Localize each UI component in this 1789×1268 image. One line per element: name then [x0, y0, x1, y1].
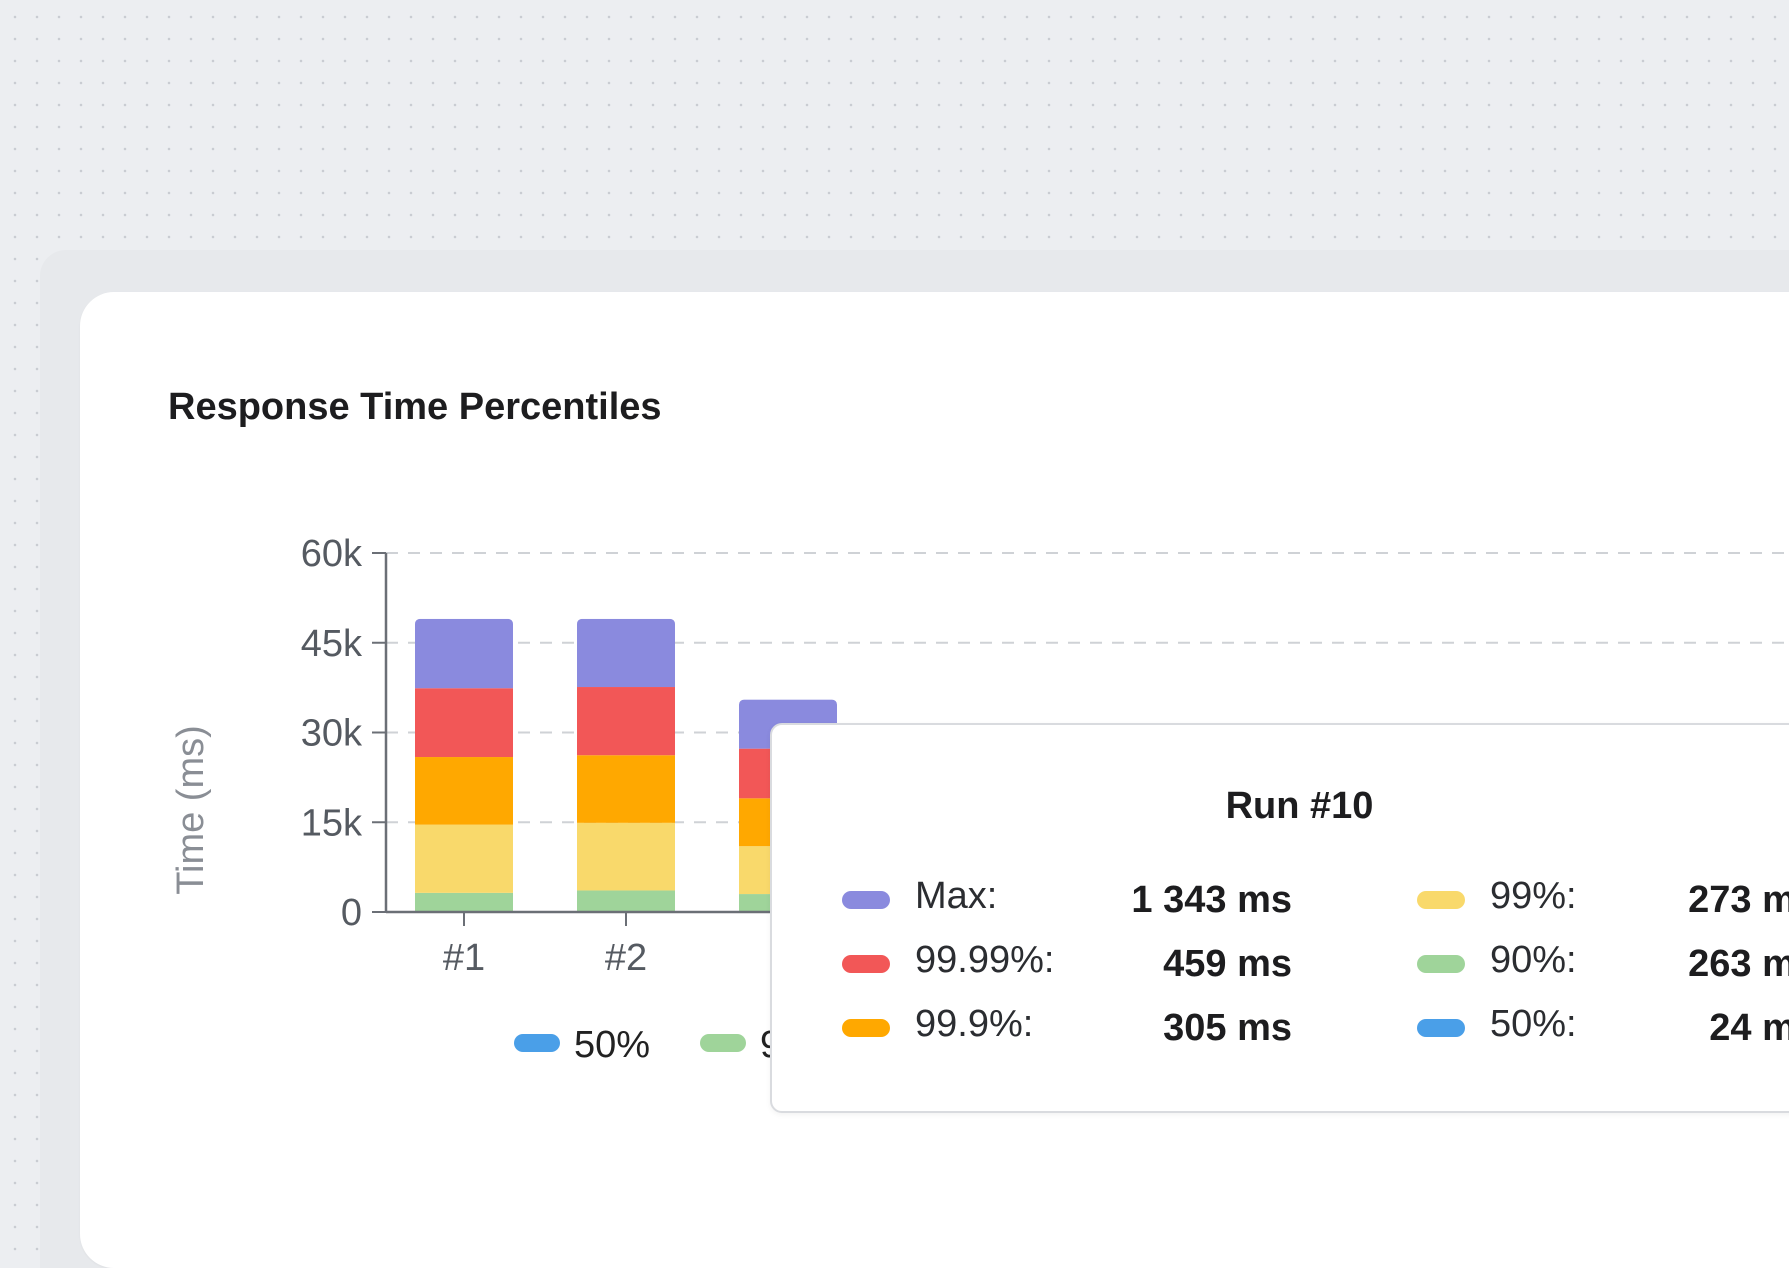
y-tick-label: 30k	[301, 713, 363, 755]
tooltip-value: 459 ms	[1163, 943, 1292, 985]
tooltip-label: 99%:	[1490, 875, 1577, 917]
bar-stack-#1[interactable]	[415, 618, 513, 912]
tooltip-label: 99.99%:	[915, 939, 1055, 981]
bar-segment-90pct[interactable]	[415, 892, 513, 912]
bar-segment-90pct[interactable]	[577, 890, 675, 912]
legend-swatch[interactable]	[700, 1034, 746, 1052]
y-tick-label: 0	[341, 892, 362, 934]
tooltip-label: Max:	[915, 875, 998, 917]
tooltip-label: 99.9%:	[915, 1003, 1034, 1045]
x-tick-label: #1	[443, 937, 485, 979]
tooltip-row: 99.99%: 459 ms	[772, 939, 1789, 989]
tooltip-row: 99.9%: 305 ms	[772, 1003, 1789, 1053]
chart-title: Response Time Percentiles	[168, 386, 662, 428]
tooltip-swatch	[1417, 891, 1465, 909]
bar-segment-99.99pct[interactable]	[415, 688, 513, 758]
legend: 50%9	[514, 1024, 781, 1066]
bar-segment-99.9pct[interactable]	[415, 757, 513, 825]
tooltip-swatch	[842, 1019, 890, 1037]
y-tick-label: 15k	[301, 802, 363, 844]
tooltip-label: 90%:	[1490, 939, 1577, 981]
x-tick-label: #2	[605, 937, 647, 979]
legend-label[interactable]: 50%	[574, 1024, 650, 1066]
tooltip-row: 90%: 263 ms	[772, 939, 1789, 989]
tooltip-swatch	[842, 955, 890, 973]
tooltip-value: 24 ms	[1709, 1007, 1789, 1049]
bar-segment-99pct[interactable]	[577, 822, 675, 891]
tooltip-row: 50%: 24 ms	[772, 1003, 1789, 1053]
bar-segment-99.99pct[interactable]	[577, 687, 675, 756]
bar-segment-99pct[interactable]	[415, 824, 513, 893]
tooltip-swatch	[1417, 1019, 1465, 1037]
y-tick-label: 45k	[301, 623, 363, 665]
tooltip-row: Max: 1 343 ms	[772, 875, 1789, 925]
tooltip-title: Run #10	[1225, 785, 1374, 827]
tooltip-value: 263 ms	[1688, 943, 1789, 985]
y-axis-title: Time (ms)	[170, 725, 212, 895]
tooltip-value: 1 343 ms	[1131, 879, 1292, 921]
bar-segment-Max[interactable]	[577, 618, 675, 688]
bar-stack-#2[interactable]	[577, 618, 675, 912]
legend-swatch[interactable]	[514, 1034, 560, 1052]
tooltip-value: 273 ms	[1688, 879, 1789, 921]
tooltip-value: 305 ms	[1163, 1007, 1292, 1049]
bar-segment-99.9pct[interactable]	[577, 755, 675, 823]
tooltip: Run #10 Max: 1 343 ms 99.99%: 459 ms 99.9%: 3…	[770, 723, 1789, 1113]
tooltip-swatch	[1417, 955, 1465, 973]
y-tick-label: 60k	[301, 533, 363, 575]
tooltip-label: 50%:	[1490, 1003, 1577, 1045]
bar-segment-Max[interactable]	[415, 618, 513, 689]
tooltip-swatch	[842, 891, 890, 909]
tooltip-row: 99%: 273 ms	[772, 875, 1789, 925]
